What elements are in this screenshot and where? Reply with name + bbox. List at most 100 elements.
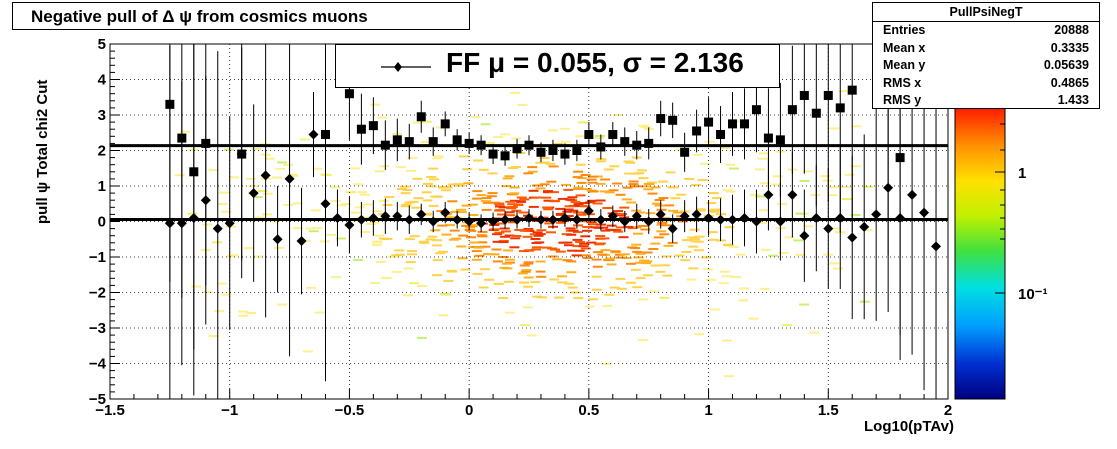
heat-cell <box>564 205 575 208</box>
stats-row-rms-x: RMS x 0.4865 <box>873 75 1099 93</box>
heat-cell <box>562 241 573 244</box>
heat-cell <box>478 286 489 289</box>
heat-cell <box>625 161 636 164</box>
data-point-square <box>728 119 738 129</box>
heat-cell <box>523 276 534 279</box>
data-point-diamond <box>380 211 391 222</box>
heat-cell <box>468 214 479 216</box>
data-point-diamond <box>775 216 786 227</box>
data-point-diamond <box>272 234 283 245</box>
data-point-diamond <box>619 216 630 227</box>
heat-cell <box>586 178 597 181</box>
heat-cell <box>244 247 255 250</box>
heat-cell <box>493 282 504 285</box>
heat-cell <box>660 264 670 267</box>
heat-cell <box>536 275 547 278</box>
heat-cell <box>517 272 528 275</box>
heat-cell <box>862 228 873 231</box>
heat-cell <box>803 170 814 173</box>
data-point-square <box>177 133 187 143</box>
heat-cell <box>319 240 330 243</box>
heat-cell <box>453 183 464 186</box>
heat-cell <box>408 200 419 203</box>
heat-cell <box>487 172 498 175</box>
data-point-square <box>704 117 714 127</box>
heat-cell <box>705 278 716 281</box>
heat-cell <box>587 175 598 178</box>
heat-cell <box>432 239 443 242</box>
heat-cell <box>575 135 586 138</box>
heat-cell <box>532 184 543 187</box>
heat-cell <box>174 174 185 177</box>
heat-cell <box>478 168 489 171</box>
heat-cell <box>688 267 699 270</box>
data-point-diamond <box>739 212 750 223</box>
heat-cell <box>850 165 861 168</box>
data-point-square <box>428 137 438 147</box>
heat-cell <box>833 267 843 270</box>
heat-cell <box>484 141 495 144</box>
data-point-diamond <box>500 214 511 225</box>
heat-cell <box>336 204 347 207</box>
heat-cell <box>586 241 597 244</box>
heat-cell <box>541 196 552 199</box>
heat-cell <box>487 192 498 195</box>
heat-cell <box>409 282 420 285</box>
heat-cell <box>543 199 554 202</box>
heat-cell <box>397 188 407 190</box>
heat-cell <box>516 200 526 203</box>
heat-cell <box>702 268 713 271</box>
heat-cell <box>498 239 509 242</box>
heat-cell <box>522 306 533 309</box>
data-point-diamond <box>919 207 930 218</box>
heat-cell <box>758 152 769 155</box>
heat-cell <box>382 204 393 206</box>
heat-cell <box>500 133 511 136</box>
heat-cell <box>566 233 577 236</box>
heat-cell <box>404 238 415 241</box>
heat-cell <box>827 194 838 197</box>
heat-cell <box>370 281 381 284</box>
data-point-diamond <box>595 214 606 225</box>
heat-cell <box>528 205 539 208</box>
data-point-diamond <box>260 170 271 181</box>
heat-cell <box>531 246 542 249</box>
data-point-square <box>404 137 414 147</box>
x-tick-label: 0.5 <box>578 402 599 419</box>
heat-cell <box>587 181 598 184</box>
heat-cell <box>578 245 589 248</box>
data-point-diamond <box>859 221 870 232</box>
heat-cell <box>616 287 627 290</box>
heat-cell <box>496 222 507 225</box>
heat-cell <box>561 140 571 143</box>
data-point-diamond <box>200 195 211 206</box>
heat-cell <box>707 231 718 234</box>
x-tick-label: 0 <box>465 402 473 419</box>
heat-cell <box>406 169 417 172</box>
heat-cell <box>590 226 601 229</box>
heat-cell <box>411 206 422 209</box>
heat-cell <box>650 264 661 267</box>
heat-cell <box>418 240 429 243</box>
heat-cell <box>428 167 439 170</box>
heat-cell <box>321 174 332 176</box>
heat-cell <box>451 237 462 240</box>
colorbar-label-1: 1 <box>1018 165 1026 182</box>
heat-cell <box>567 249 578 252</box>
heat-cell <box>509 192 520 195</box>
heat-cell <box>604 293 615 296</box>
heat-cell <box>760 182 771 185</box>
heat-cell <box>609 165 620 168</box>
axis-ticks <box>109 43 949 400</box>
heat-cell <box>626 262 636 265</box>
heat-cell <box>437 224 448 227</box>
heat-cell <box>214 310 224 313</box>
heat-cell <box>557 197 568 200</box>
heat-cell <box>552 258 563 261</box>
heat-cell <box>312 227 323 230</box>
heat-cell <box>516 196 527 199</box>
heat-cell <box>712 197 722 200</box>
heat-cell <box>694 333 704 336</box>
heat-cell <box>523 285 534 288</box>
heat-cell <box>484 278 495 281</box>
